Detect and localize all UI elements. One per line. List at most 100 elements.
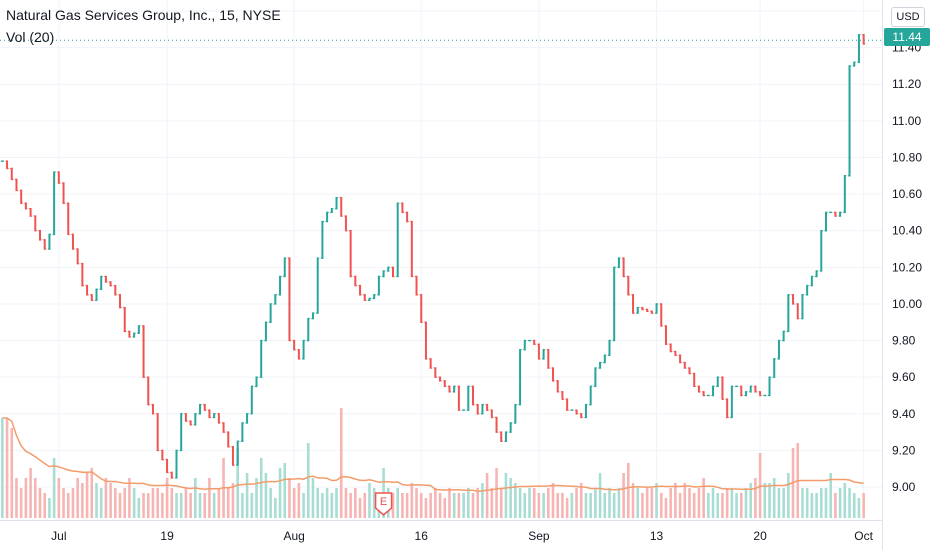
volume-bar — [415, 488, 418, 518]
ohlc-bar — [819, 229, 823, 272]
volume-bar — [622, 473, 625, 518]
volume-bar — [179, 493, 183, 518]
ohlc-bar — [504, 431, 508, 442]
volume-indicator-label[interactable]: Vol (20) — [6, 29, 55, 45]
volume-bar — [824, 488, 828, 518]
ohlc-bar — [207, 409, 212, 419]
volume-bar — [142, 493, 145, 518]
ohlc-bar — [636, 306, 640, 314]
volume-bar — [114, 488, 117, 518]
volume-bar — [579, 483, 583, 518]
volume-bar — [146, 493, 150, 518]
ohlc-bar — [829, 211, 833, 214]
volume-bar — [721, 493, 724, 518]
volume-bar — [344, 488, 348, 518]
ohlc-bar — [461, 409, 466, 411]
ohlc-bar — [66, 202, 70, 236]
ohlc-bar — [316, 257, 320, 314]
currency-badge[interactable]: USD — [891, 7, 925, 27]
volume-bar — [664, 498, 668, 518]
volume-bar — [467, 488, 470, 518]
volume-bar — [330, 493, 334, 518]
volume-bar — [151, 488, 155, 518]
volume-bar — [457, 493, 461, 518]
volume-bar — [410, 483, 414, 518]
ohlc-bar — [509, 422, 513, 433]
ohlc-bar — [113, 284, 117, 296]
ohlc-bar — [358, 284, 362, 296]
volume-bar — [829, 473, 832, 518]
ohlc-bar — [76, 248, 80, 265]
volume-bar — [24, 478, 28, 518]
volume-bar — [231, 483, 235, 518]
volume-bar — [241, 493, 244, 518]
ohlc-bar — [151, 403, 155, 415]
volume-bar — [707, 493, 710, 518]
earnings-marker[interactable]: E — [374, 492, 393, 516]
ohlc-bar — [711, 385, 715, 397]
volume-bar — [264, 473, 268, 518]
ohlc-bar — [367, 297, 372, 302]
ohlc-bar — [767, 376, 772, 397]
price-axis-tick-label: 9.00 — [892, 480, 916, 494]
ohlc-bar — [160, 449, 164, 461]
ohlc-bar — [744, 391, 748, 397]
volume-bar — [787, 473, 790, 518]
volume-bar — [683, 483, 687, 518]
ohlc-bar — [824, 211, 828, 232]
volume-bar — [212, 493, 216, 518]
volume-bar — [547, 488, 550, 518]
ohlc-bar — [99, 275, 103, 291]
ohlc-bar — [19, 189, 23, 204]
volume-bar — [810, 493, 814, 518]
ohlc-bar — [499, 431, 503, 442]
volume-bar — [335, 488, 338, 518]
volume-bar — [754, 478, 757, 518]
volume-bar — [481, 483, 484, 518]
volume-bar — [325, 488, 329, 518]
volume-bar — [730, 488, 734, 518]
symbol-title[interactable]: Natural Gas Services Group, Inc., 15, NY… — [6, 7, 281, 23]
time-axis-tick-label: Sep — [528, 529, 550, 543]
price-axis-tick-label: 10.40 — [892, 224, 922, 238]
volume-bar — [316, 488, 319, 518]
volume-bar — [95, 483, 98, 518]
volume-bar — [589, 493, 592, 518]
volume-bar — [697, 488, 701, 518]
ohlc-bar — [673, 350, 677, 356]
volume-bar — [448, 488, 451, 518]
volume-bar — [678, 493, 682, 518]
ohlc-bar — [457, 385, 461, 411]
volume-bar — [739, 493, 743, 518]
ohlc-bar — [777, 339, 781, 360]
ohlc-bar — [123, 306, 127, 333]
ohlc-bar — [104, 275, 108, 283]
volume-bar — [396, 488, 399, 518]
volume-bar — [848, 488, 851, 518]
ohlc-bar — [349, 229, 353, 278]
volume-bar — [245, 473, 249, 518]
volume-bar — [372, 488, 376, 518]
ohlc-bar — [640, 306, 645, 311]
volume-bar — [363, 493, 367, 518]
ohlc-bar — [5, 160, 9, 170]
volume-bar — [819, 488, 823, 518]
ohlc-bar — [47, 233, 52, 250]
ohlc-bar — [490, 409, 494, 419]
ohlc-bar — [659, 303, 663, 327]
ohlc-bar — [669, 343, 673, 353]
ohlc-bar — [339, 197, 343, 217]
ohlc-bar — [706, 394, 710, 397]
volume-bar — [565, 498, 569, 518]
ohlc-bar — [650, 310, 654, 314]
time-axis-tick-label: Oct — [854, 529, 873, 543]
volume-bar — [85, 473, 89, 518]
volume-bar — [1, 418, 4, 518]
volume-bar — [857, 498, 861, 518]
ohlc-bar — [132, 332, 136, 338]
volume-bar — [438, 493, 442, 518]
ohlc-bar — [687, 367, 692, 375]
volume-bar — [594, 488, 597, 518]
